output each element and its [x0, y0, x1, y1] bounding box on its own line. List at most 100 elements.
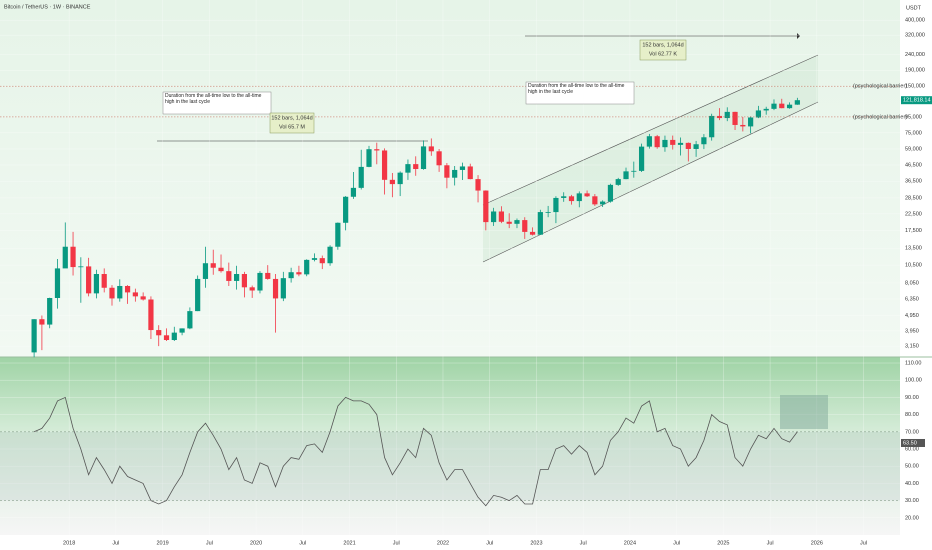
x-tick-label: 2024: [624, 540, 636, 546]
candle-body: [179, 328, 185, 333]
y-tick-label: 17,500: [905, 228, 922, 234]
note-box: [525, 81, 635, 105]
candle-body: [545, 212, 551, 213]
y-tick-label: 110.00: [905, 360, 921, 366]
candle-body: [444, 165, 450, 178]
measure-bars: 152 bars, 1,064d: [642, 42, 683, 48]
measure-bars: 152 bars, 1,064d: [271, 115, 312, 121]
y-tick-label: 240,000: [905, 52, 925, 58]
candle-body: [631, 170, 637, 172]
arrow-head: [797, 33, 800, 39]
candle-body: [677, 142, 684, 145]
candle-body: [584, 193, 590, 197]
y-tick-label: 150,000: [905, 84, 925, 90]
candle-body: [62, 246, 68, 269]
note: Duration from the all-time low to the al…: [528, 83, 625, 95]
rsi-pane: [0, 357, 900, 535]
y-tick-label: 50.00: [905, 464, 919, 470]
x-tick-label: Jul: [112, 540, 119, 546]
candle-body: [366, 149, 372, 167]
y-tick-label: 36,500: [905, 179, 922, 185]
candle-body: [748, 117, 754, 127]
candle-body: [381, 150, 388, 180]
candle-body: [498, 211, 505, 222]
candle-body: [311, 258, 318, 260]
candle-body: [724, 111, 730, 119]
y-tick-label: 3,150: [905, 344, 919, 350]
x-tick-label: Jul: [860, 540, 867, 546]
candle-body: [327, 246, 333, 264]
candle-body: [249, 287, 255, 291]
candle-body: [31, 319, 37, 353]
candle-body: [296, 272, 302, 275]
grid: [0, 431, 900, 501]
level-label: (psychological barrier): [853, 84, 907, 90]
candle-body: [670, 139, 676, 145]
marks: [0, 85, 900, 507]
candle-body: [428, 146, 434, 152]
candle-body: [716, 115, 723, 119]
candle-body: [685, 142, 691, 149]
candle-body: [506, 221, 512, 224]
y-axis-label: USDT: [906, 5, 922, 11]
candle-body: [779, 103, 785, 109]
candle-body: [529, 231, 536, 235]
y-tick-label: 70.00: [905, 429, 919, 435]
x-tick-label: Jul: [486, 540, 493, 546]
candle-body: [654, 136, 660, 148]
y-tick-label: 40.00: [905, 481, 919, 487]
candle-body: [195, 278, 201, 312]
x-tick-label: Jul: [393, 540, 400, 546]
candle-body: [272, 278, 279, 299]
level-label: (psychological barrier): [853, 114, 907, 120]
candle-body: [319, 258, 325, 264]
candle-body: [101, 274, 107, 288]
x-tick-label: 2018: [63, 540, 75, 546]
candle-body: [171, 332, 177, 341]
candle-body: [459, 166, 466, 170]
y-tick-label: 8,050: [905, 280, 919, 286]
note-text: Duration from the all-time low to the al…: [528, 83, 625, 95]
x-tick-label: Jul: [206, 540, 213, 546]
candle-body: [771, 103, 777, 109]
candle-body: [522, 220, 528, 232]
candle-body: [638, 146, 645, 171]
y-tick-label: 95,000: [905, 114, 922, 120]
candle-body: [561, 196, 567, 198]
price-axis: [900, 0, 932, 550]
candle-body: [537, 212, 543, 235]
note-text: Duration from the all-time low to the al…: [165, 93, 262, 105]
candle-body: [646, 136, 652, 147]
candle-body: [241, 274, 247, 288]
candle-body: [132, 292, 138, 297]
channel-line: [482, 54, 819, 206]
candle-body: [420, 146, 427, 170]
chart-title: Bitcoin / TetherUS · 1W · BINANCE: [4, 4, 91, 10]
x-tick-label: Jul: [673, 540, 680, 546]
measure-vol: Vol 62.77 K: [649, 51, 677, 57]
y-tick-label: 46,500: [905, 162, 922, 168]
candle-body: [257, 272, 263, 291]
y-tick-label: 320,000: [905, 33, 925, 39]
candle-body: [763, 108, 769, 111]
y-tick-label: 30.00: [905, 498, 919, 504]
measure-box: [269, 112, 315, 134]
candle-body: [156, 330, 162, 336]
rsi-tag-label: 63.50: [903, 440, 917, 446]
y-tick-label: 28,500: [905, 195, 922, 201]
candle-body: [786, 104, 793, 109]
x-tick-label: 2023: [530, 540, 542, 546]
note-box: [162, 91, 272, 115]
candle-body: [452, 169, 458, 178]
candle-body: [304, 259, 310, 275]
y-tick-label: 75,000: [905, 130, 922, 136]
note: Duration from the all-time low to the al…: [165, 93, 262, 105]
candle-body: [514, 220, 520, 224]
candle-body: [592, 196, 598, 205]
candle-body: [124, 285, 131, 293]
candle-body: [491, 211, 497, 223]
price-tag: [901, 96, 932, 105]
candle-body: [467, 166, 473, 180]
candle-body: [389, 179, 395, 185]
rsi-tag: [901, 438, 925, 447]
